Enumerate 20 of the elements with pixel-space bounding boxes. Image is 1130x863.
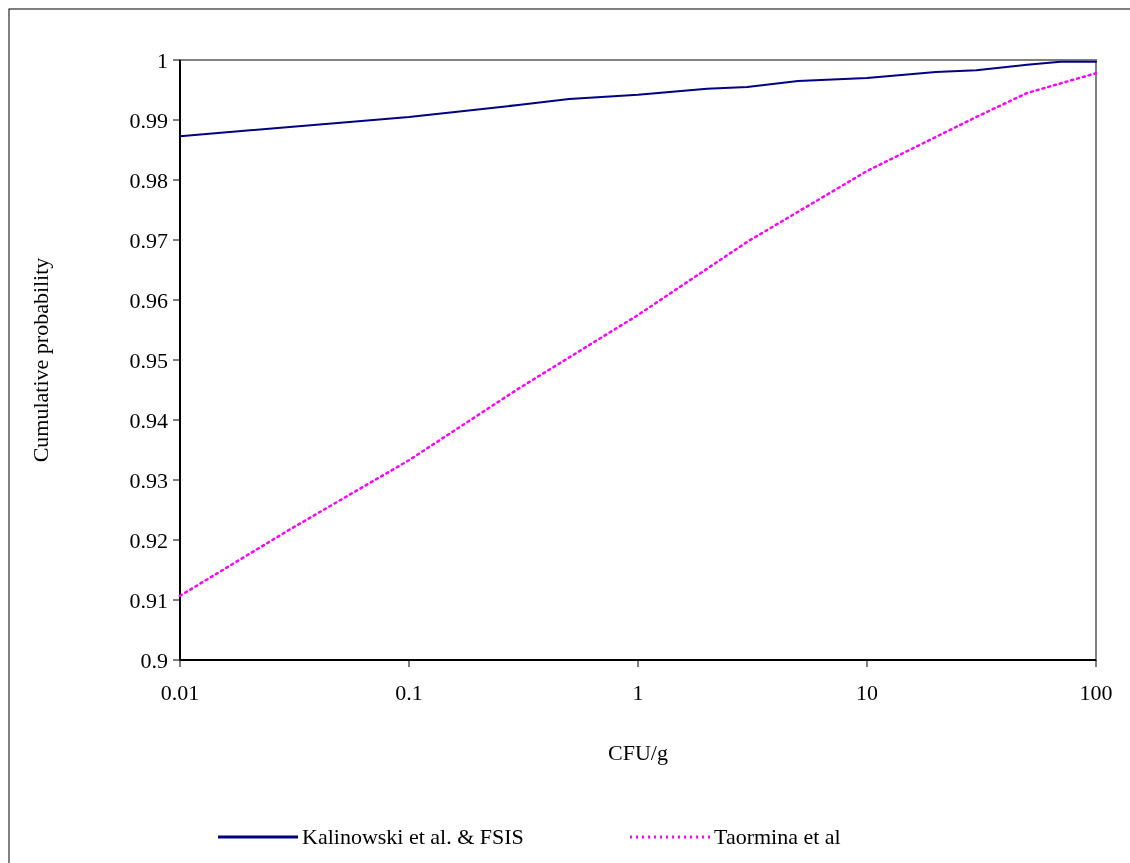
y-tick-label: 0.93 xyxy=(129,467,168,493)
y-axis-title: Cumulative probability xyxy=(28,257,53,463)
y-tick-label: 0.92 xyxy=(129,527,168,553)
x-tick-label: 0.1 xyxy=(395,680,423,705)
x-axis-title: CFU/g xyxy=(608,740,668,765)
x-tick-label: 1 xyxy=(632,680,644,705)
x-tick-label: 10 xyxy=(856,680,878,705)
y-tick-label: 0.94 xyxy=(129,407,168,433)
y-tick-label: 0.9 xyxy=(140,647,168,673)
y-tick-label: 1 xyxy=(157,47,168,73)
y-tick-label: 0.96 xyxy=(129,287,168,313)
x-tick-label: 100 xyxy=(1079,680,1113,705)
y-tick-label: 0.91 xyxy=(129,587,168,613)
x-tick-label: 0.01 xyxy=(160,680,200,705)
y-tick-label: 0.99 xyxy=(129,107,168,133)
y-tick-label: 0.95 xyxy=(129,347,168,373)
legend-label: Kalinowski et al. & FSIS xyxy=(302,824,524,849)
y-tick-label: 0.97 xyxy=(129,227,168,253)
legend-label: Taormina et al xyxy=(714,824,841,849)
y-tick-label: 0.98 xyxy=(129,167,168,193)
